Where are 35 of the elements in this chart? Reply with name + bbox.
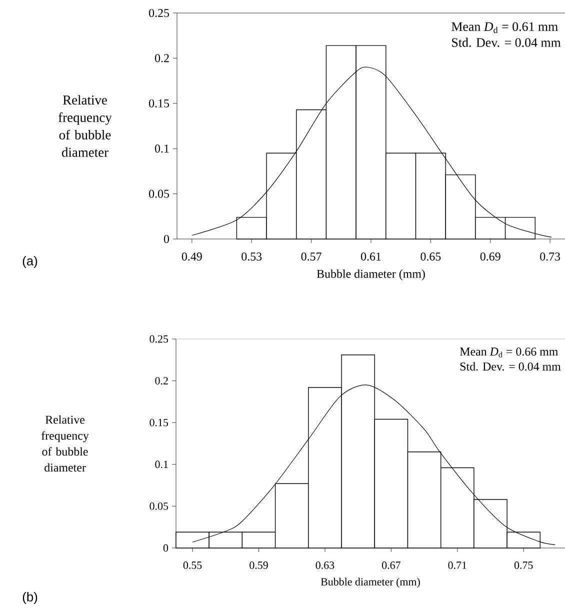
annotation: Mean D$_{d}$ = 0.66 mm (460, 348, 558, 358)
annotation: Std. Dev. = 0.04 mm (460, 362, 561, 371)
y-tick-label: 0.25 (148, 8, 169, 18)
x-tick-label: 0.53 (242, 252, 262, 261)
x-tick-label: 0.57 (301, 252, 322, 261)
y-tick-label: 0.1 (155, 460, 168, 468)
y-tick-label: 0 (164, 234, 169, 244)
annotation: Mean D$_{d}$ = 0.61 mm (451, 22, 558, 34)
y-tick-label: 0.05 (150, 502, 168, 510)
text: (a) (22, 256, 38, 268)
annotation: Std. Dev. = 0.04 mm (452, 38, 561, 47)
text: (b) (22, 592, 38, 604)
y-tick-label: 0.1 (154, 144, 169, 153)
x-tick-label: 0.71 (448, 562, 466, 569)
x-tick-label: 0.63 (316, 562, 334, 569)
y-tick-label: 0.25 (150, 335, 168, 343)
y-tick-label: 0.05 (148, 190, 169, 198)
x-tick-label: 0.69 (480, 252, 500, 261)
x-axis-title: Bubble diameter (mm) (320, 578, 420, 588)
x-tick-label: 0.73 (540, 252, 560, 261)
x-tick-label: 0.67 (382, 562, 400, 569)
y-tick-label: 0.15 (148, 99, 169, 108)
x-tick-label: 0.49 (182, 252, 202, 261)
y-tick-label: 0.2 (155, 377, 168, 385)
x-tick-label: 0.55 (183, 562, 202, 569)
x-tick-label: 0.59 (250, 562, 268, 569)
y-tick-label: 0.2 (154, 54, 169, 62)
y-tick-label: 0 (163, 544, 168, 552)
x-tick-label: 0.61 (360, 252, 381, 261)
y-tick-label: 0.15 (150, 418, 168, 426)
x-axis-title: Bubble diameter (mm) (316, 269, 425, 280)
y-axis-title: Relative frequency of bubble diameter (41, 415, 89, 472)
y-axis-title: Relative frequency of bubble diameter (58, 95, 112, 157)
x-tick-label: 0.75 (514, 562, 533, 569)
x-tick-label: 0.65 (420, 252, 441, 261)
